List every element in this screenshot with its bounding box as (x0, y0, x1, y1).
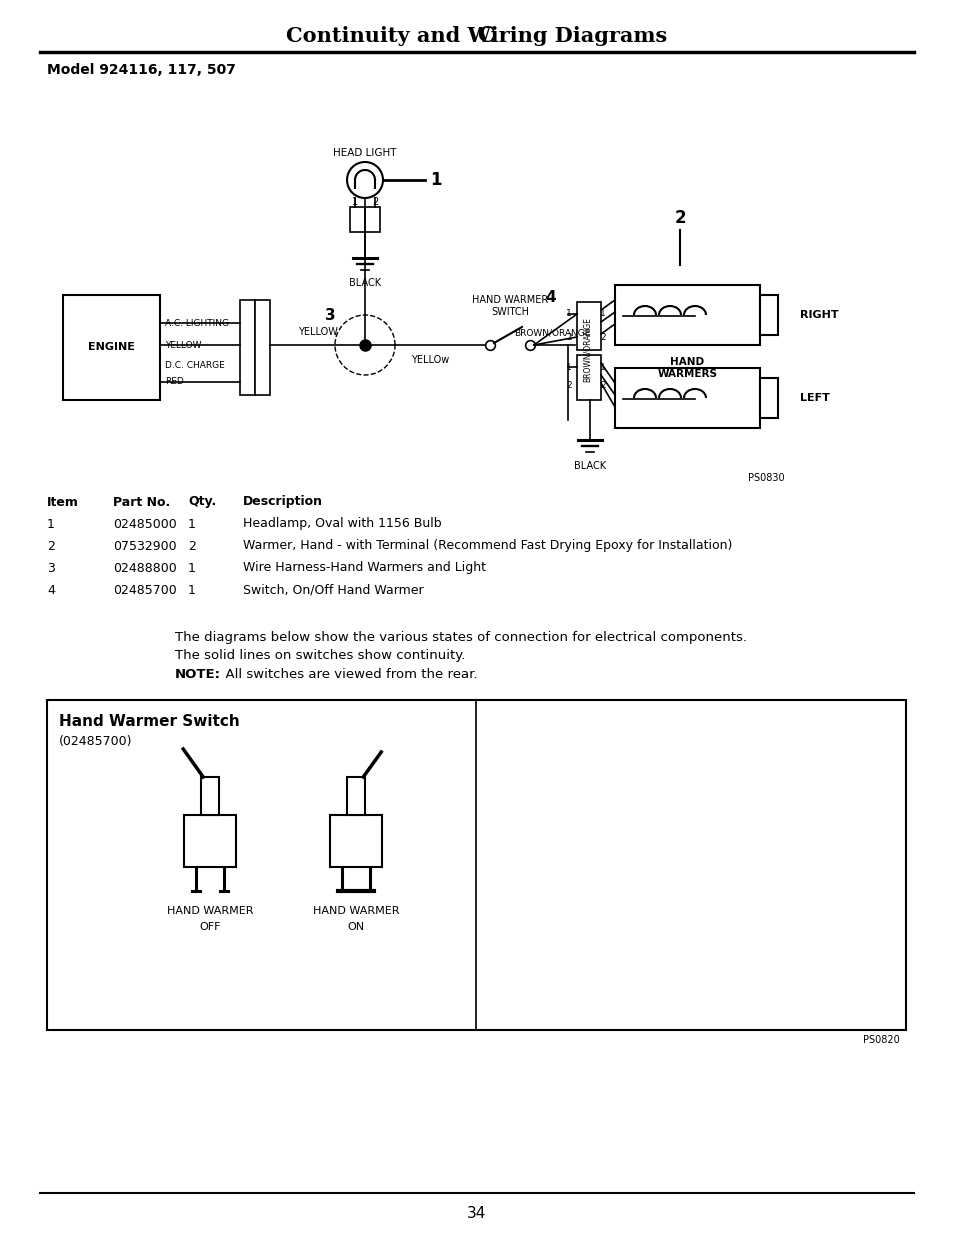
Bar (201, 777, 219, 815)
Text: 02485000: 02485000 (112, 517, 176, 531)
Text: All switches are viewed from the rear.: All switches are viewed from the rear. (216, 668, 477, 682)
Text: Qty.: Qty. (188, 495, 216, 509)
Text: The diagrams below show the various states of connection for electrical componen: The diagrams below show the various stat… (174, 631, 746, 643)
Text: PS0830: PS0830 (747, 473, 784, 483)
Text: BLACK: BLACK (574, 461, 605, 471)
Text: 34: 34 (467, 1205, 486, 1220)
Text: BLACK: BLACK (349, 278, 380, 288)
Text: Part No.: Part No. (112, 495, 170, 509)
Bar (240, 300, 254, 395)
Text: RED: RED (165, 378, 184, 387)
Text: 4: 4 (47, 583, 55, 597)
Text: 07532900: 07532900 (112, 540, 176, 552)
Text: OFF: OFF (199, 923, 221, 932)
Bar (350, 207, 379, 232)
Text: YELLOW: YELLOW (165, 341, 201, 350)
Text: 02488800: 02488800 (112, 562, 176, 574)
Text: 1: 1 (430, 170, 441, 189)
Text: BROWN/ORANGE: BROWN/ORANGE (582, 317, 591, 383)
Text: 2: 2 (674, 209, 685, 227)
Text: 2: 2 (188, 540, 195, 552)
Text: Hand Warmer Switch: Hand Warmer Switch (59, 715, 239, 730)
Text: YELLOw: YELLOw (411, 354, 449, 366)
Text: Switch, On/Off Hand Warmer: Switch, On/Off Hand Warmer (243, 583, 423, 597)
Text: Warmer, Hand - with Terminal (Recommend Fast Drying Epoxy for Installation): Warmer, Hand - with Terminal (Recommend … (243, 540, 732, 552)
Text: ENGINE: ENGINE (88, 342, 134, 352)
Text: Model 924116, 117, 507: Model 924116, 117, 507 (47, 63, 235, 77)
Bar (330, 815, 382, 867)
Text: Headlamp, Oval with 1156 Bulb: Headlamp, Oval with 1156 Bulb (243, 517, 441, 531)
Text: 1: 1 (565, 310, 571, 319)
Text: HAND
WARMERS: HAND WARMERS (657, 357, 717, 379)
Text: 2: 2 (372, 198, 377, 207)
Text: 1: 1 (188, 583, 195, 597)
Text: PS0820: PS0820 (862, 1035, 899, 1045)
Text: Continuity and Wiring Diagrams: Continuity and Wiring Diagrams (286, 26, 667, 46)
Bar (760, 378, 778, 417)
Text: 2: 2 (565, 332, 571, 342)
Text: RIGHT: RIGHT (800, 310, 838, 320)
Bar (47, 700, 905, 1030)
Bar (577, 303, 600, 350)
Text: 1: 1 (47, 517, 55, 531)
Text: HEAD LIGHT: HEAD LIGHT (333, 148, 396, 158)
Text: (02485700): (02485700) (59, 736, 132, 748)
Text: 2: 2 (565, 380, 571, 389)
Text: A.C. LIGHTING: A.C. LIGHTING (165, 319, 229, 327)
Text: HAND WARMER
SWITCH: HAND WARMER SWITCH (472, 295, 548, 317)
Text: 1: 1 (599, 363, 605, 372)
Bar (184, 815, 236, 867)
Bar (760, 295, 778, 335)
Bar (347, 777, 365, 815)
Text: HAND WARMER: HAND WARMER (313, 906, 399, 916)
Bar (615, 368, 760, 429)
Text: 1: 1 (188, 562, 195, 574)
Text: 1: 1 (565, 363, 571, 372)
Text: 1: 1 (599, 310, 605, 319)
Text: LEFT: LEFT (800, 393, 829, 403)
Text: 4: 4 (544, 290, 555, 305)
Bar (615, 285, 760, 345)
Text: NOTE:: NOTE: (174, 668, 221, 682)
Text: 3: 3 (47, 562, 55, 574)
Text: C: C (476, 25, 494, 47)
Text: Wire Harness-Hand Warmers and Light: Wire Harness-Hand Warmers and Light (243, 562, 485, 574)
Text: 2: 2 (599, 380, 605, 389)
Bar (577, 354, 600, 400)
Bar (63, 295, 160, 400)
Text: 1: 1 (352, 198, 357, 207)
Text: ON: ON (347, 923, 364, 932)
Text: HAND WARMER: HAND WARMER (167, 906, 253, 916)
Text: The solid lines on switches show continuity.: The solid lines on switches show continu… (174, 650, 465, 662)
Text: Item: Item (47, 495, 79, 509)
Text: 3: 3 (324, 308, 335, 322)
Text: YELLOW: YELLOW (297, 327, 337, 337)
Text: 02485700: 02485700 (112, 583, 176, 597)
Text: Description: Description (243, 495, 323, 509)
Text: 2: 2 (599, 332, 605, 342)
Text: D.C. CHARGE: D.C. CHARGE (165, 361, 225, 369)
Bar (254, 300, 270, 395)
Text: 1: 1 (188, 517, 195, 531)
Circle shape (347, 162, 382, 198)
Text: 2: 2 (47, 540, 55, 552)
Text: BROWN/ORANGE: BROWN/ORANGE (514, 329, 590, 337)
